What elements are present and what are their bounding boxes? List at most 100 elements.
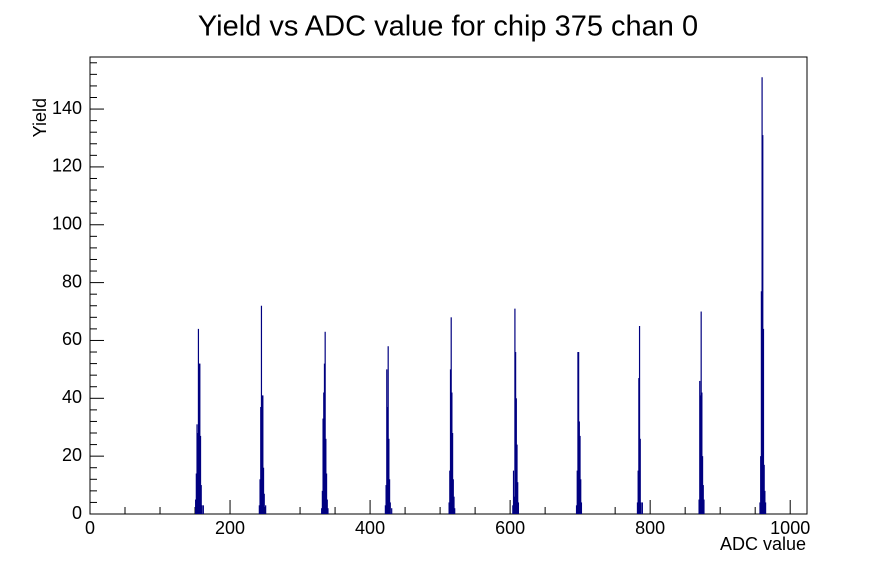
- histogram-bin: [517, 482, 519, 514]
- histogram-bin: [699, 395, 702, 514]
- histogram-bin: [764, 502, 767, 514]
- histogram-bin: [388, 479, 391, 514]
- histogram-bin: [640, 502, 642, 514]
- histogram-bin: [325, 473, 328, 514]
- y-tick-label: 140: [52, 98, 82, 118]
- histogram-bin: [578, 352, 580, 514]
- x-tick-label: 800: [635, 518, 665, 538]
- histogram-bin: [703, 499, 705, 514]
- histogram-bin: [699, 380, 701, 514]
- x-axis: 0 200 400 600 800 1000: [85, 500, 810, 538]
- histogram-bin: [325, 438, 327, 514]
- histogram-bin: [323, 363, 326, 514]
- histogram-bin: [387, 346, 389, 514]
- histogram-bin: [764, 490, 766, 514]
- histogram-bin: [386, 369, 388, 514]
- histogram-bin: [197, 328, 200, 514]
- histogram-bin: [327, 508, 329, 514]
- histogram-bin: [448, 502, 450, 514]
- histogram-bin: [450, 317, 452, 514]
- y-tick-label: 40: [62, 387, 82, 407]
- histogram-bin: [198, 363, 200, 514]
- histogram-bin: [578, 421, 580, 514]
- histogram-bin: [698, 499, 700, 514]
- histogram-bin: [636, 502, 639, 514]
- histogram-bin: [701, 392, 703, 514]
- histogram-bin: [195, 473, 197, 514]
- histogram-bin: [577, 352, 579, 514]
- histogram-bin: [760, 456, 762, 514]
- histogram-bin: [760, 291, 762, 514]
- histogram-bin: [512, 470, 515, 514]
- y-axis-label: Yield: [30, 98, 50, 137]
- histogram-bin: [385, 485, 387, 514]
- histogram-bin: [576, 470, 578, 514]
- y-tick-label: 80: [62, 271, 82, 291]
- histogram-bin: [512, 505, 514, 514]
- histogram-bin: [761, 77, 763, 515]
- histogram-bin: [258, 505, 260, 514]
- histogram-bin: [580, 502, 583, 514]
- x-tick-label: 200: [215, 518, 245, 538]
- histogram-bin: [453, 496, 455, 514]
- chart-title: Yield vs ADC value for chip 375 chan 0: [198, 11, 698, 43]
- histogram-bin: [386, 406, 389, 514]
- y-tick-label: 20: [62, 445, 82, 465]
- histogram-bin: [449, 369, 452, 514]
- y-tick-label: 120: [52, 156, 82, 176]
- histogram-bin: [702, 485, 704, 514]
- histogram-bin: [262, 395, 264, 514]
- histogram-bin: [199, 363, 201, 514]
- histogram-bin: [451, 392, 453, 514]
- histogram-bin: [201, 505, 203, 514]
- histogram-bin: [262, 467, 265, 514]
- histogram-bin: [514, 308, 516, 514]
- histogram-bin: [513, 496, 515, 514]
- histogram-bin: [197, 433, 199, 514]
- histogram-bin: [263, 493, 265, 514]
- histogram-bin: [641, 502, 643, 514]
- histogram-bin: [452, 479, 454, 514]
- histogram-bin: [516, 444, 518, 514]
- y-tick-label: 60: [62, 329, 82, 349]
- histogram-bin: [454, 508, 456, 514]
- histogram-bin: [580, 479, 582, 514]
- histogram-bin: [260, 305, 263, 514]
- histogram-bin: [452, 433, 454, 514]
- histogram-bin: [639, 438, 641, 514]
- x-tick-label: 400: [355, 518, 385, 538]
- histogram-bin: [199, 435, 202, 514]
- x-axis-label: ADC value: [720, 534, 806, 554]
- histogram-bin: [196, 424, 198, 514]
- histogram-bin: [515, 398, 517, 514]
- histogram-bin: [763, 464, 765, 514]
- histogram-bin: [637, 470, 639, 514]
- y-tick-label: 100: [52, 214, 82, 234]
- histogram-bin: [388, 438, 390, 514]
- histogram-bin: [261, 395, 263, 514]
- histogram-bin: [638, 378, 640, 514]
- histogram-bin: [321, 508, 323, 514]
- histogram-bin: [517, 502, 520, 514]
- histogram-bin: [265, 505, 267, 514]
- histogram-bin: [515, 352, 517, 514]
- x-tick-label: 600: [495, 518, 525, 538]
- histogram-bin: [389, 502, 391, 514]
- histogram-bin: [449, 470, 451, 514]
- histogram-bin: [322, 418, 324, 514]
- histogram-bin: [391, 508, 393, 514]
- histogram-bin: [324, 331, 326, 514]
- histogram-bin: [762, 328, 765, 514]
- histogram-bin: [260, 406, 262, 514]
- histogram-bin: [195, 499, 197, 514]
- x-tick-label: 1000: [770, 518, 810, 538]
- histogram-bars: [195, 77, 767, 515]
- x-tick-label: 0: [85, 518, 95, 538]
- histogram-bin: [200, 485, 202, 514]
- histogram-bin: [759, 502, 761, 514]
- histogram-bin: [326, 499, 328, 514]
- histogram-bin: [202, 505, 204, 514]
- histogram-bin: [701, 456, 704, 514]
- histogram-bin: [575, 505, 578, 514]
